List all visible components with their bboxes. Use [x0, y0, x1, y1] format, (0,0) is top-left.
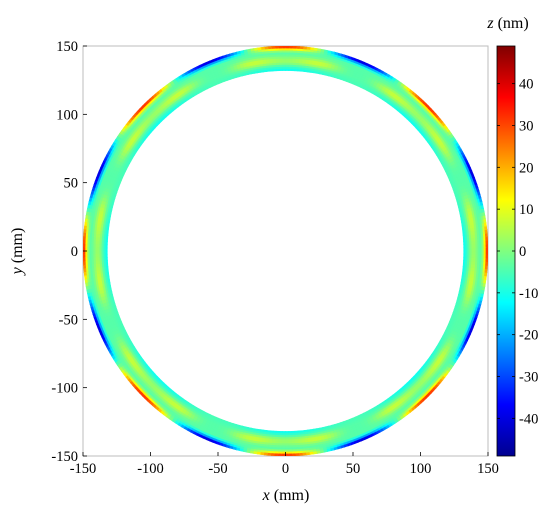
x-tick-label: -100 [137, 461, 164, 477]
x-tick-label: 50 [346, 461, 361, 477]
y-tick-label: -50 [59, 312, 78, 328]
y-tick-label: 100 [56, 107, 78, 123]
surface-cell [292, 453, 297, 456]
surface-cell [485, 254, 488, 259]
x-tick-label: 150 [477, 461, 499, 477]
colorbar-tick-label: -20 [519, 328, 538, 344]
colorbar-label: z (nm) [486, 15, 528, 32]
colorbar-tick-label: 20 [519, 160, 534, 176]
x-axis-label: x (mm) [262, 487, 310, 504]
x-tick-label: 100 [410, 461, 432, 477]
surface-cell [485, 239, 488, 245]
y-axis-ticks: 150 100 50 0 -50 -100 -150 [51, 39, 87, 465]
surface-cell [295, 46, 300, 49]
surface-cell [485, 243, 488, 248]
annular-surface-map [83, 46, 488, 456]
y-tick-label: 150 [56, 39, 78, 55]
surface-cell [485, 250, 488, 255]
y-tick-label: -100 [51, 381, 78, 397]
colorbar-tick-label: 0 [519, 244, 526, 260]
surface-cell [83, 239, 86, 245]
colorbar: 40 30 20 10 0 -10 -20 -30 -40 z (nm) [486, 15, 538, 457]
plot-area [82, 45, 489, 457]
surface-cell [83, 254, 86, 259]
y-tick-label: -150 [51, 449, 78, 465]
surface-cell [277, 46, 283, 49]
surface-cell [281, 46, 286, 49]
surface-cell [83, 243, 86, 248]
colorbar-tick-label: -10 [519, 286, 538, 302]
surface-cell [485, 246, 488, 252]
x-tick-label: -50 [208, 461, 227, 477]
colorbar-tick-label: 10 [519, 202, 534, 218]
y-tick-label: 50 [64, 176, 79, 192]
y-tick-label: 0 [71, 244, 78, 260]
surface-cell [83, 250, 86, 256]
colorbar-tick-label: -30 [519, 370, 538, 386]
colorbar-tick-label: -40 [519, 411, 538, 427]
x-tick-label: 0 [282, 461, 289, 477]
surface-cell [271, 453, 276, 456]
surface-cell [288, 46, 293, 49]
colorbar-tick-label: 30 [519, 118, 534, 134]
surface-cell [285, 46, 290, 49]
surface-cell [274, 46, 279, 49]
surface-cell [485, 261, 488, 266]
surface-cell [278, 453, 283, 456]
surface-cell [288, 453, 294, 456]
y-axis-label: y (mm) [9, 228, 26, 277]
surface-cell [83, 257, 86, 263]
surface-cell [83, 236, 86, 241]
surface-cell [285, 453, 290, 456]
colorbar-tick-label: 40 [519, 77, 534, 93]
surface-cell [485, 257, 488, 263]
surface-cell [274, 453, 279, 456]
surface-cell [292, 46, 297, 49]
